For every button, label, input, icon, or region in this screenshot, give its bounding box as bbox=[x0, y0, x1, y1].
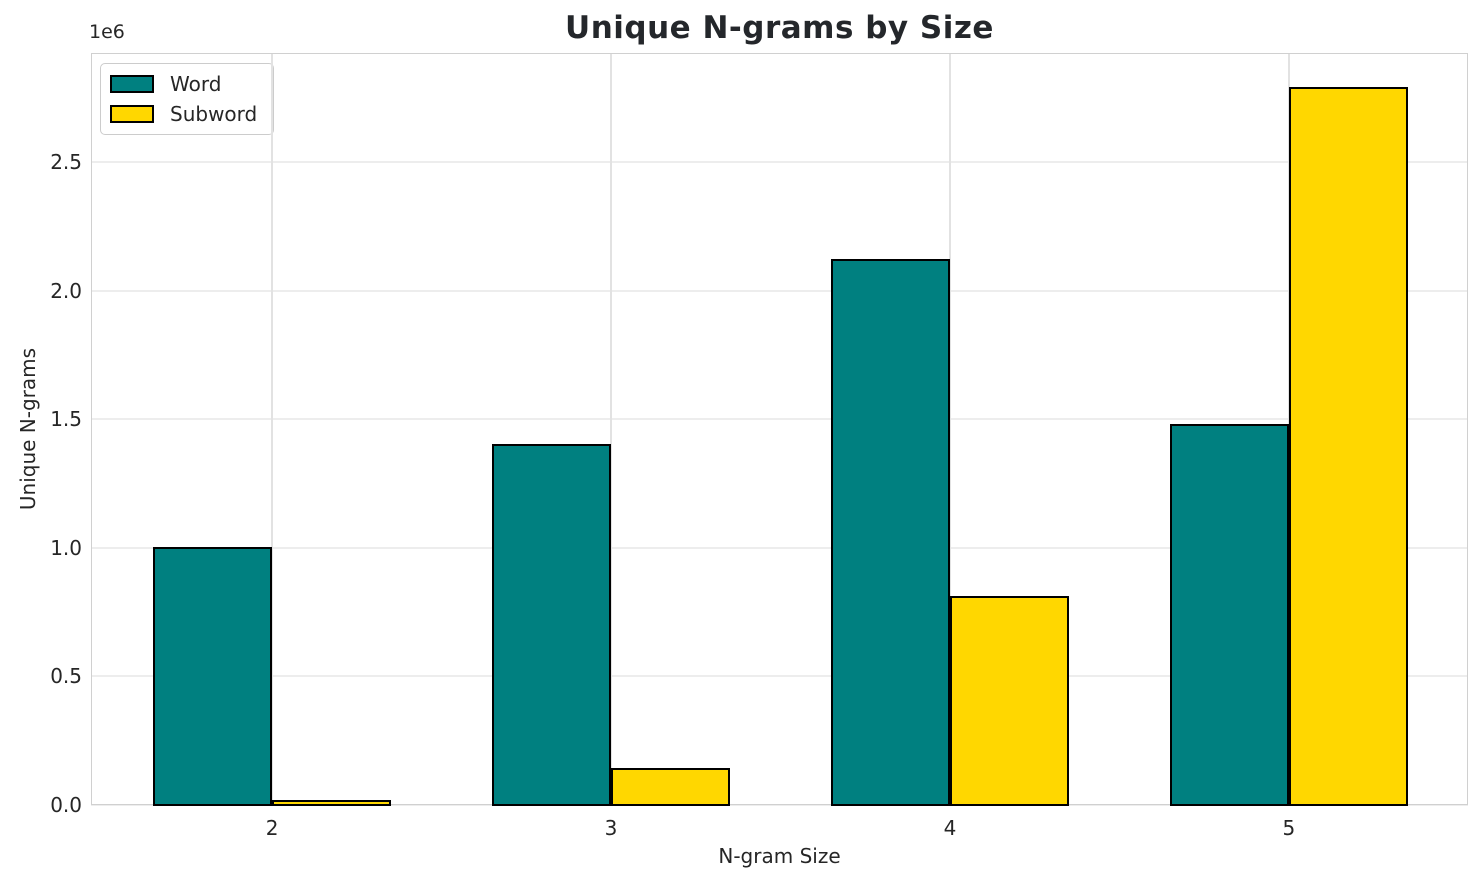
y-tick-1.0: 1.0 bbox=[50, 535, 82, 560]
bar-word-3 bbox=[492, 444, 612, 806]
y-tick-0.0: 0.0 bbox=[50, 793, 82, 817]
y-axis-offset-label: 1e6 bbox=[89, 21, 125, 43]
gridline-y-2.5 bbox=[91, 161, 1468, 164]
legend-label-subword: Subword bbox=[170, 102, 258, 126]
legend: Word Subword bbox=[100, 63, 275, 135]
gridline-y-0.5 bbox=[91, 675, 1468, 678]
legend-swatch-word bbox=[110, 75, 154, 93]
y-tick-1.5: 1.5 bbox=[50, 407, 82, 432]
bar-word-4 bbox=[830, 259, 950, 806]
x-tick-2: 2 bbox=[265, 816, 279, 840]
x-tick-5: 5 bbox=[1282, 816, 1296, 840]
legend-swatch-subword bbox=[110, 105, 154, 123]
gridline-y-1.0 bbox=[91, 546, 1468, 549]
legend-item-word: Word bbox=[110, 73, 257, 95]
x-tick-4: 4 bbox=[943, 816, 957, 840]
gridline-x-2 bbox=[271, 53, 274, 805]
x-tick-3: 3 bbox=[604, 816, 618, 840]
bar-subword-5 bbox=[1288, 86, 1408, 806]
y-tick-2.0: 2.0 bbox=[50, 278, 82, 303]
legend-label-word: Word bbox=[170, 72, 222, 96]
gridline-y-1.5 bbox=[91, 418, 1468, 421]
chart-title: Unique N-grams by Size bbox=[565, 10, 994, 46]
gridline-y-2.0 bbox=[91, 289, 1468, 292]
legend-item-subword: Subword bbox=[110, 103, 257, 125]
x-axis-label: N-gram Size bbox=[718, 844, 841, 868]
bar-word-2 bbox=[153, 546, 273, 806]
gridline-x-3 bbox=[610, 53, 613, 805]
gridline-x-4 bbox=[948, 53, 951, 805]
bar-subword-3 bbox=[611, 768, 731, 806]
y-tick-2.5: 2.5 bbox=[50, 150, 82, 175]
bar-subword-4 bbox=[949, 595, 1069, 806]
y-tick-0.5: 0.5 bbox=[50, 664, 82, 689]
bar-subword-2 bbox=[272, 800, 392, 806]
gridline-y-0.0 bbox=[91, 804, 1468, 806]
bar-word-5 bbox=[1169, 423, 1289, 806]
